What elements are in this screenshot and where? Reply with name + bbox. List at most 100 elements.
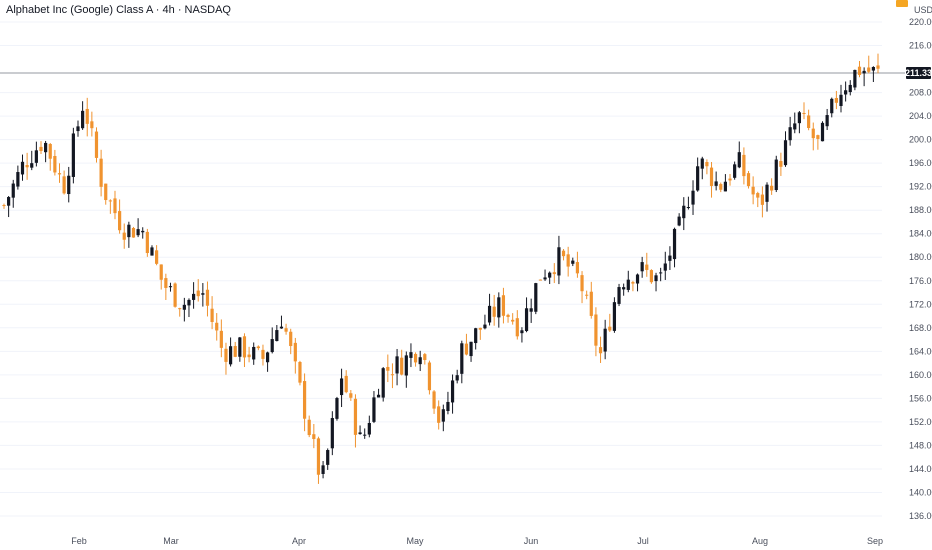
candle[interactable] (700, 156, 704, 180)
candle[interactable] (344, 370, 348, 394)
candle[interactable] (94, 127, 99, 163)
candle[interactable] (608, 313, 612, 332)
candle[interactable] (326, 448, 330, 470)
candle[interactable] (67, 166, 71, 203)
candle[interactable] (714, 171, 718, 191)
candle[interactable] (238, 336, 242, 362)
candle[interactable] (793, 112, 797, 134)
candle[interactable] (81, 101, 85, 130)
candle[interactable] (131, 226, 136, 238)
candle[interactable] (219, 319, 223, 358)
candle[interactable] (270, 327, 274, 354)
candle[interactable] (733, 161, 737, 180)
candle[interactable] (774, 155, 778, 193)
candle[interactable] (127, 221, 131, 248)
candle[interactable] (409, 343, 413, 368)
candle[interactable] (30, 150, 34, 171)
candle[interactable] (723, 174, 727, 192)
candle[interactable] (358, 425, 362, 435)
candle[interactable] (316, 436, 321, 484)
candle[interactable] (760, 186, 764, 218)
candle[interactable] (284, 323, 288, 335)
candle[interactable] (696, 157, 700, 192)
candle[interactable] (469, 341, 473, 362)
candle[interactable] (233, 341, 237, 358)
candle[interactable] (298, 360, 302, 386)
candle[interactable] (635, 273, 640, 292)
candle[interactable] (557, 235, 561, 285)
candle[interactable] (598, 336, 603, 363)
candle[interactable] (737, 141, 741, 169)
candles-layer[interactable] (2, 53, 880, 484)
candle[interactable] (529, 298, 533, 323)
candle[interactable] (857, 60, 862, 78)
candle[interactable] (441, 404, 445, 432)
candle[interactable] (289, 328, 293, 355)
candle[interactable] (113, 190, 117, 220)
candle[interactable] (57, 163, 62, 183)
candle[interactable] (543, 269, 547, 281)
candle[interactable] (719, 182, 723, 193)
alert-badge[interactable] (896, 0, 908, 7)
candle[interactable] (25, 152, 29, 180)
candle[interactable] (261, 344, 265, 366)
candle[interactable] (603, 319, 607, 360)
candle[interactable] (844, 81, 848, 102)
candle[interactable] (645, 252, 649, 277)
candle[interactable] (118, 199, 122, 234)
candle[interactable] (168, 282, 173, 292)
candle[interactable] (770, 178, 774, 195)
candle[interactable] (104, 183, 108, 205)
candle[interactable] (164, 273, 168, 300)
candle[interactable] (182, 297, 186, 322)
candle[interactable] (76, 120, 80, 137)
candle[interactable] (756, 191, 760, 208)
candle[interactable] (807, 109, 811, 131)
candle[interactable] (136, 218, 140, 238)
candle[interactable] (381, 367, 385, 402)
candle[interactable] (626, 270, 630, 293)
candle[interactable] (145, 228, 149, 257)
candle[interactable] (464, 333, 469, 356)
candle[interactable] (816, 134, 820, 150)
candle[interactable] (34, 141, 38, 167)
candle[interactable] (487, 293, 492, 326)
candle[interactable] (335, 396, 339, 421)
candle[interactable] (820, 121, 825, 142)
candle[interactable] (16, 165, 20, 190)
candle[interactable] (418, 350, 422, 372)
candle[interactable] (141, 227, 145, 239)
candle[interactable] (450, 374, 455, 414)
candle[interactable] (552, 263, 556, 284)
candle[interactable] (191, 282, 196, 309)
candle[interactable] (589, 281, 593, 319)
candle[interactable] (640, 256, 644, 278)
candle[interactable] (404, 351, 408, 388)
candle[interactable] (353, 394, 358, 448)
candle[interactable] (524, 297, 529, 333)
candle[interactable] (765, 182, 769, 212)
candle[interactable] (196, 279, 200, 302)
candle[interactable] (228, 337, 233, 367)
candle[interactable] (612, 297, 617, 333)
candle[interactable] (867, 55, 871, 74)
candle[interactable] (654, 272, 658, 292)
candle[interactable] (853, 69, 857, 91)
candle[interactable] (446, 391, 450, 415)
candle[interactable] (376, 388, 381, 398)
candle[interactable] (534, 282, 538, 315)
candle[interactable] (293, 337, 297, 374)
candle[interactable] (372, 391, 376, 424)
candle[interactable] (307, 415, 311, 438)
candle[interactable] (363, 428, 367, 439)
candle[interactable] (571, 257, 575, 267)
candle[interactable] (62, 170, 66, 195)
candle[interactable] (437, 400, 441, 430)
candle[interactable] (90, 111, 94, 137)
candle[interactable] (210, 296, 214, 330)
candle[interactable] (330, 411, 334, 456)
candle[interactable] (580, 271, 584, 304)
candle[interactable] (839, 84, 843, 113)
candle[interactable] (302, 373, 307, 432)
candle[interactable] (252, 342, 256, 365)
